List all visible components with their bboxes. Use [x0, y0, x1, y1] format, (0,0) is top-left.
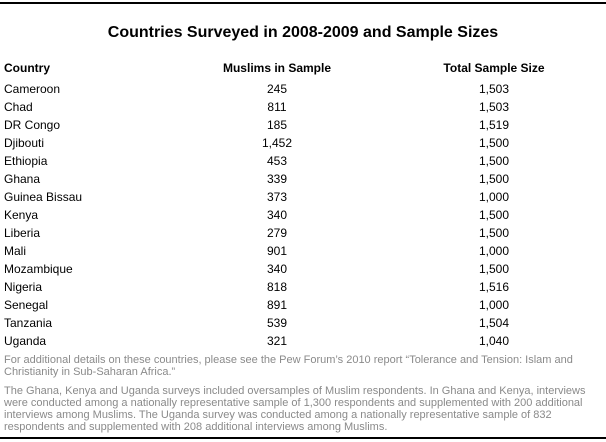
total-sample-size-cell: 1,500	[478, 262, 510, 276]
total-sample-size-cell: 1,516	[478, 280, 510, 294]
table-row: Mali 901 1,000	[0, 242, 606, 260]
muslims-in-sample-cell: 818	[266, 280, 288, 294]
muslims-in-sample-cell: 245	[266, 82, 288, 96]
total-sample-size-cell: 1,000	[478, 244, 510, 258]
table-row: Mozambique 340 1,500	[0, 260, 606, 278]
muslims-in-sample-cell: 373	[266, 190, 288, 204]
country-cell: DR Congo	[4, 118, 61, 132]
country-cell: Senegal	[4, 298, 49, 312]
muslims-in-sample-cell: 891	[266, 298, 288, 312]
total-sample-size-cell: 1,500	[478, 136, 510, 150]
total-sample-size-cell: 1,500	[478, 226, 510, 240]
total-sample-size-cell: 1,000	[478, 298, 510, 312]
muslims-in-sample-cell: 811	[267, 100, 287, 114]
table-body: Cameroon 245 1,503 Chad 811 1,503 DR Congo 185 1…	[0, 80, 606, 350]
total-sample-size-cell: 1,503	[478, 82, 510, 96]
country-cell: Chad	[4, 100, 33, 114]
table-row: Ghana 339 1,500	[0, 170, 606, 188]
total-sample-size-cell: 1,504	[478, 316, 510, 330]
country-cell: Uganda	[4, 334, 47, 348]
footnote-oversample-note: The Ghana, Kenya and Uganda surveys incl…	[4, 385, 586, 433]
muslims-in-sample-cell: 539	[266, 316, 288, 330]
total-sample-size-cell: 1,500	[478, 172, 510, 186]
total-sample-size-cell: 1,500	[478, 208, 510, 222]
country-cell: Mozambique	[4, 262, 73, 276]
table-row: Chad 811 1,503	[0, 98, 606, 116]
table-row: DR Congo 185 1,519	[0, 116, 606, 134]
muslims-in-sample-cell: 340	[266, 262, 288, 276]
muslims-in-sample-cell: 279	[266, 226, 288, 240]
table-row: Tanzania 539 1,504	[0, 314, 606, 332]
footnotes: For additional details on these countrie…	[0, 354, 606, 433]
muslims-in-sample-cell: 321	[266, 334, 288, 348]
country-cell: Liberia	[4, 226, 41, 240]
table-header-row: Country Muslims in Sample Total Sample S…	[0, 54, 606, 80]
muslims-in-sample-cell: 185	[266, 118, 288, 132]
total-sample-size-cell: 1,000	[478, 190, 510, 204]
country-cell: Guinea Bissau	[4, 190, 83, 204]
total-sample-size-cell: 1,040	[478, 334, 510, 348]
country-cell: Nigeria	[4, 280, 43, 294]
countries-table: Country Muslims in Sample Total Sample S…	[0, 54, 606, 350]
table-row: Senegal 891 1,000	[0, 296, 606, 314]
top-rule	[0, 2, 606, 4]
column-header-country: Country	[4, 61, 50, 75]
muslims-in-sample-cell: 453	[266, 154, 288, 168]
column-header-total-sample-size: Total Sample Size	[443, 61, 545, 75]
table-row: Cameroon 245 1,503	[0, 80, 606, 98]
table-row: Ethiopia 453 1,500	[0, 152, 606, 170]
table-row: Nigeria 818 1,516	[0, 278, 606, 296]
country-cell: Djibouti	[4, 136, 45, 150]
table-row: Guinea Bissau 373 1,000	[0, 188, 606, 206]
footnote-report-reference: For additional details on these countrie…	[4, 354, 573, 378]
muslims-in-sample-cell: 1,452	[261, 136, 293, 150]
total-sample-size-cell: 1,519	[478, 118, 510, 132]
country-cell: Mali	[4, 244, 27, 258]
country-cell: Ghana	[4, 172, 41, 186]
country-cell: Ethiopia	[4, 154, 48, 168]
muslims-in-sample-cell: 901	[266, 244, 288, 258]
figure-title: Countries Surveyed in 2008-2009 and Samp…	[107, 24, 499, 41]
table-row: Djibouti 1,452 1,500	[0, 134, 606, 152]
table-row: Kenya 340 1,500	[0, 206, 606, 224]
country-cell: Kenya	[4, 208, 39, 222]
muslims-in-sample-cell: 340	[266, 208, 288, 222]
country-cell: Tanzania	[4, 316, 53, 330]
country-cell: Cameroon	[4, 82, 61, 96]
muslims-in-sample-cell: 339	[266, 172, 288, 186]
table-row: Liberia 279 1,500	[0, 224, 606, 242]
column-header-muslims-in-sample: Muslims in Sample	[222, 61, 332, 75]
bottom-rule	[0, 437, 606, 439]
table-row: Uganda 321 1,040	[0, 332, 606, 350]
total-sample-size-cell: 1,503	[478, 100, 510, 114]
total-sample-size-cell: 1,500	[478, 154, 510, 168]
